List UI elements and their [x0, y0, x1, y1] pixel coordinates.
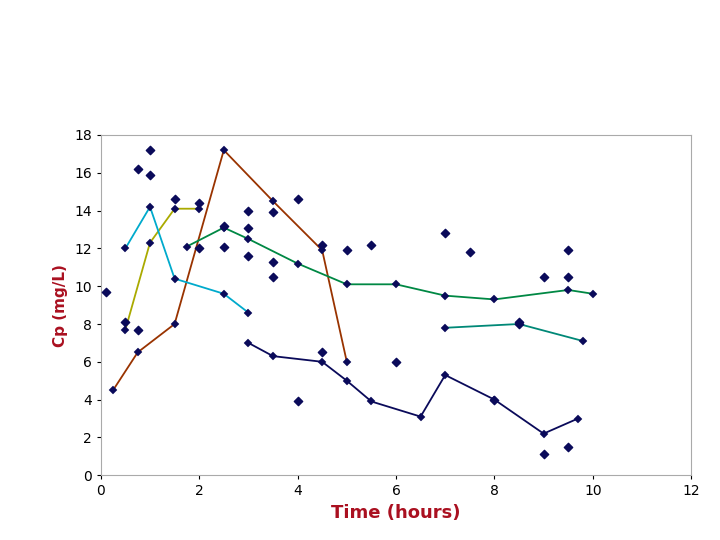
Y-axis label: Cp (mg/L): Cp (mg/L) — [53, 264, 68, 347]
Point — [218, 221, 230, 230]
Point — [132, 165, 143, 173]
Point — [538, 272, 549, 281]
Point — [562, 272, 574, 281]
Point — [513, 318, 525, 326]
Point — [513, 320, 525, 328]
Point — [316, 240, 328, 249]
Point — [267, 257, 279, 266]
Point — [144, 146, 156, 154]
Point — [390, 357, 402, 366]
Point — [538, 450, 549, 459]
Point — [132, 325, 143, 334]
Point — [120, 318, 131, 326]
Point — [292, 397, 303, 406]
X-axis label: Time (hours): Time (hours) — [331, 504, 461, 522]
Point — [168, 195, 180, 204]
Point — [267, 272, 279, 281]
Point — [194, 244, 205, 253]
Point — [243, 224, 254, 232]
Point — [194, 199, 205, 207]
Point — [292, 195, 303, 204]
Point — [218, 242, 230, 251]
Point — [100, 287, 112, 296]
Point — [243, 206, 254, 215]
Point — [489, 395, 500, 404]
Point — [464, 248, 475, 256]
Point — [439, 229, 451, 238]
Point — [562, 246, 574, 255]
Point — [144, 171, 156, 179]
Point — [562, 443, 574, 451]
Point — [267, 208, 279, 217]
Text: Plasma concentration vs time curve: Plasma concentration vs time curve — [29, 36, 644, 64]
Point — [341, 246, 353, 255]
Point — [243, 252, 254, 260]
Point — [366, 240, 377, 249]
Point — [316, 348, 328, 357]
